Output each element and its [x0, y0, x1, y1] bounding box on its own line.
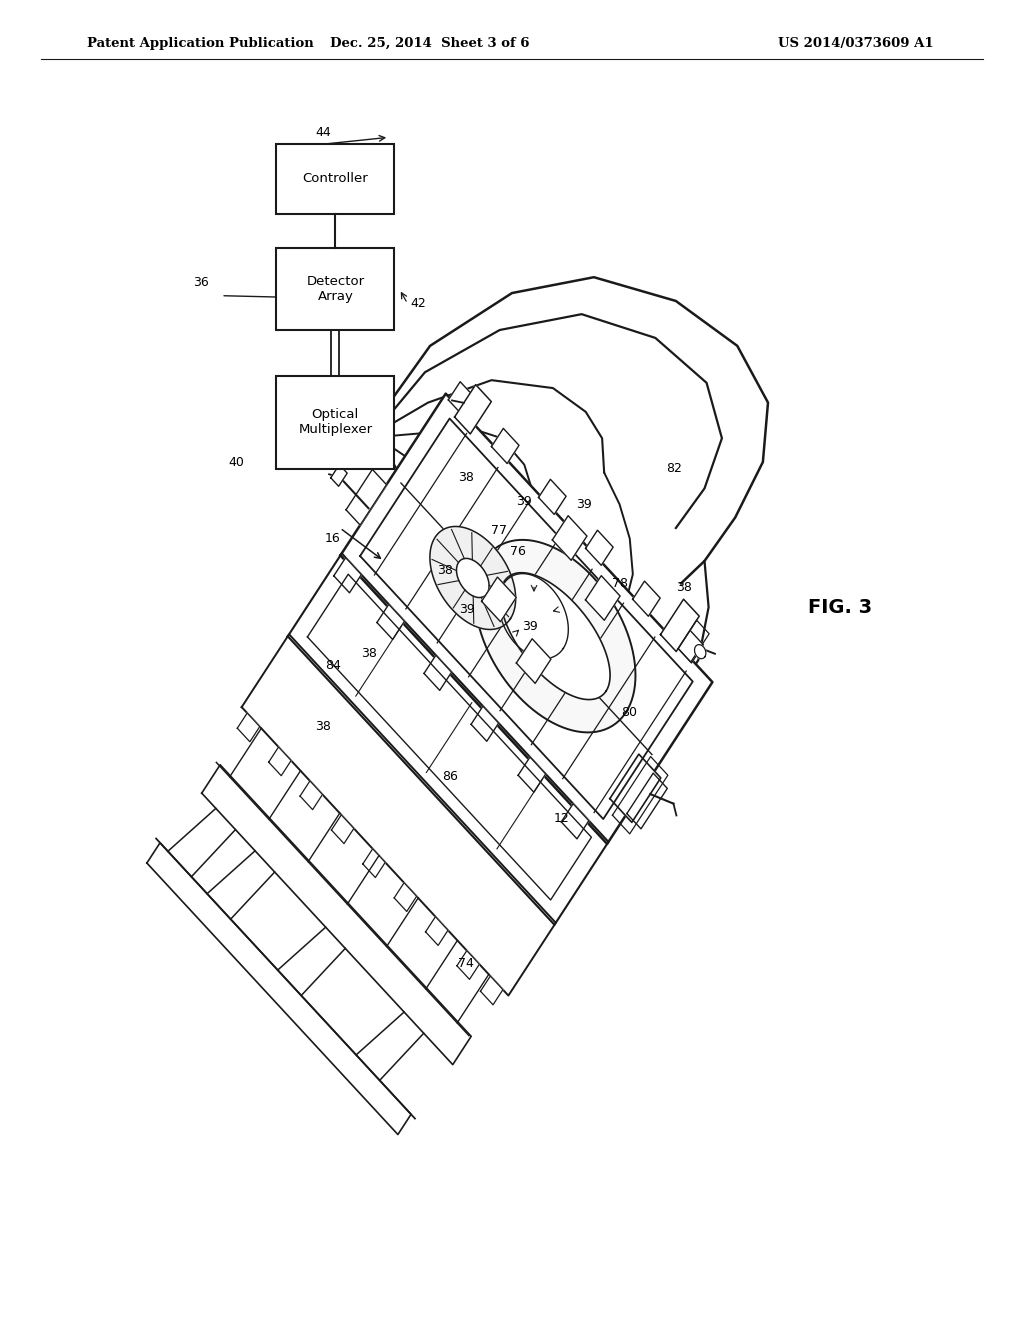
Polygon shape	[471, 706, 499, 742]
Bar	[276, 376, 394, 469]
Polygon shape	[242, 635, 556, 995]
Polygon shape	[146, 842, 411, 1134]
Text: 39: 39	[459, 603, 475, 616]
Polygon shape	[334, 557, 361, 593]
Polygon shape	[457, 558, 489, 598]
Polygon shape	[518, 758, 546, 792]
Polygon shape	[394, 883, 417, 912]
Polygon shape	[424, 655, 452, 690]
Polygon shape	[586, 576, 621, 620]
Polygon shape	[516, 639, 551, 684]
Bar	[276, 144, 394, 214]
Polygon shape	[492, 429, 519, 463]
Text: 39: 39	[522, 620, 539, 634]
Polygon shape	[340, 393, 713, 843]
Polygon shape	[449, 381, 476, 417]
Text: 78: 78	[611, 577, 628, 590]
Text: 42: 42	[410, 297, 426, 310]
Polygon shape	[300, 781, 323, 809]
Text: 36: 36	[193, 276, 209, 289]
Text: 38: 38	[458, 471, 474, 484]
Text: 39: 39	[516, 495, 532, 508]
Polygon shape	[430, 527, 516, 630]
Text: 84: 84	[325, 659, 341, 672]
Polygon shape	[633, 581, 660, 616]
Polygon shape	[332, 814, 354, 843]
Text: US 2014/0373609 A1: US 2014/0373609 A1	[778, 37, 934, 50]
Polygon shape	[268, 747, 291, 776]
Text: 38: 38	[676, 581, 692, 594]
Text: 12: 12	[553, 812, 569, 825]
Polygon shape	[539, 479, 566, 515]
Polygon shape	[346, 470, 386, 525]
Polygon shape	[586, 531, 613, 565]
Polygon shape	[552, 516, 587, 560]
Polygon shape	[331, 465, 347, 486]
Text: 38: 38	[360, 647, 377, 660]
Polygon shape	[426, 916, 447, 945]
Polygon shape	[455, 384, 492, 434]
Polygon shape	[202, 764, 471, 1065]
Text: 38: 38	[314, 719, 331, 733]
Polygon shape	[288, 553, 608, 925]
Polygon shape	[480, 975, 503, 1005]
Text: 38: 38	[437, 564, 454, 577]
Text: 82: 82	[666, 462, 682, 475]
Text: Detector
Array: Detector Array	[306, 275, 365, 304]
Polygon shape	[660, 599, 699, 652]
Text: 44: 44	[315, 125, 332, 139]
Polygon shape	[377, 605, 404, 639]
Text: 16: 16	[325, 532, 341, 545]
Text: Controller: Controller	[302, 173, 369, 185]
Text: 80: 80	[621, 706, 637, 719]
Text: FIG. 3: FIG. 3	[808, 598, 871, 616]
Text: 77: 77	[490, 524, 507, 537]
Text: 74: 74	[458, 957, 474, 970]
Polygon shape	[362, 849, 385, 878]
Bar	[276, 248, 394, 330]
Polygon shape	[501, 573, 610, 700]
Text: 76: 76	[510, 545, 526, 558]
Polygon shape	[561, 804, 589, 840]
Polygon shape	[481, 577, 516, 622]
Text: 39: 39	[575, 498, 592, 511]
Polygon shape	[457, 950, 479, 979]
Text: Dec. 25, 2014  Sheet 3 of 6: Dec. 25, 2014 Sheet 3 of 6	[331, 37, 529, 50]
Text: Optical
Multiplexer: Optical Multiplexer	[298, 408, 373, 437]
Polygon shape	[475, 540, 636, 733]
Polygon shape	[627, 774, 668, 829]
Polygon shape	[676, 628, 703, 663]
Text: 40: 40	[228, 455, 245, 469]
Polygon shape	[238, 713, 260, 742]
Text: 86: 86	[442, 770, 459, 783]
Polygon shape	[694, 644, 706, 659]
Polygon shape	[610, 754, 660, 822]
Text: Patent Application Publication: Patent Application Publication	[87, 37, 313, 50]
